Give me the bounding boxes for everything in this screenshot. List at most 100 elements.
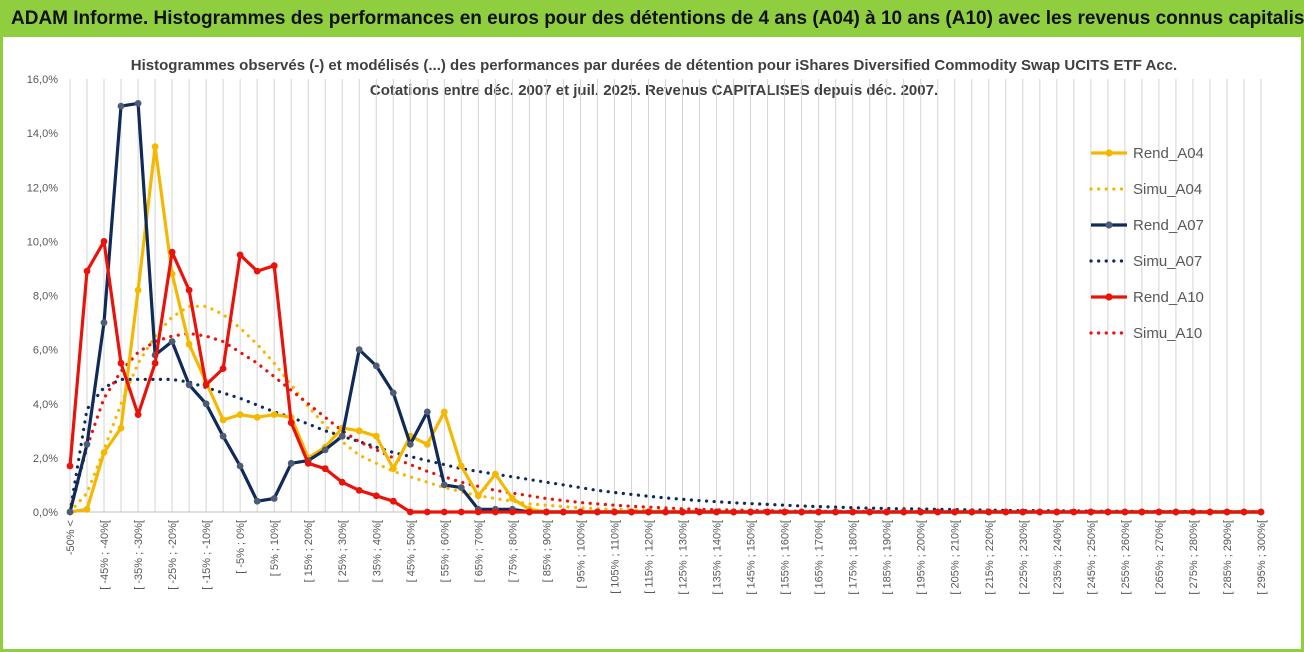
data-point-rend-a10	[1240, 508, 1248, 516]
data-point-rend-a10	[611, 508, 618, 516]
x-tick-label: [ 165% ; 170%[	[814, 520, 826, 595]
data-point-rend-a10	[662, 508, 669, 516]
data-point-rend-a10	[406, 508, 414, 516]
y-tick-label: 8,0%	[33, 291, 58, 303]
x-tick-label: [ 25% ; 30%[	[337, 520, 349, 582]
data-point-rend-a10	[440, 508, 448, 516]
data-point-rend-a10	[1121, 508, 1129, 516]
grid-lines	[69, 79, 1262, 513]
data-point-rend-a07	[253, 497, 261, 505]
data-point-rend-a07	[440, 481, 448, 489]
data-point-rend-a10	[253, 267, 261, 275]
x-tick-label: [ -5% ; 0%[	[235, 520, 247, 574]
y-tick-label: 16,0%	[27, 74, 58, 86]
data-point-rend-a10	[968, 508, 976, 516]
y-axis: 0,0% 2,0% 4,0% 6,0% 8,0% 10,0% 12,0% 14,0% 16,0%	[27, 74, 58, 519]
y-tick-label: 10,0%	[27, 236, 58, 248]
x-tick-label: [ 275% ; 280%[	[1188, 520, 1200, 595]
data-point-rend-a10	[1172, 508, 1180, 516]
report-banner: ADAM Informe. Histogrammes des performan…	[3, 3, 1304, 37]
data-point-rend-a10	[219, 365, 227, 372]
x-tick-label: [ 155% ; 160%[	[780, 520, 792, 595]
data-point-rend-a10	[287, 419, 295, 427]
data-point-rend-a04	[474, 492, 482, 500]
data-point-rend-a10	[1223, 508, 1231, 516]
data-point-rend-a10	[236, 251, 244, 259]
data-point-rend-a10	[509, 508, 516, 516]
data-point-rend-a10	[355, 487, 363, 494]
y-tick-label: 0,0%	[33, 507, 58, 519]
data-point-rend-a10	[492, 508, 499, 516]
data-point-rend-a10	[917, 508, 925, 516]
legend-marker	[1105, 293, 1113, 301]
x-tick-label: [ 235% ; 240%[	[1052, 520, 1064, 595]
data-point-rend-a10	[304, 459, 312, 467]
data-point-rend-a04	[185, 340, 193, 348]
legend-label: Rend_A10	[1133, 289, 1204, 306]
data-point-rend-a10	[185, 286, 193, 294]
data-point-rend-a10	[645, 508, 652, 516]
x-tick-label: [ 105% ; 110%[	[609, 520, 621, 594]
data-point-rend-a10	[560, 508, 567, 516]
data-point-rend-a10	[321, 465, 329, 473]
x-tick-label: -50% <	[65, 520, 77, 555]
x-tick-label: [ 125% ; 130%[	[678, 520, 690, 595]
data-point-rend-a07	[202, 400, 210, 408]
data-point-rend-a10	[951, 508, 959, 516]
data-point-rend-a10	[1070, 508, 1078, 516]
y-tick-label: 14,0%	[27, 128, 58, 140]
data-point-rend-a10	[457, 508, 465, 516]
data-point-rend-a10	[270, 262, 278, 270]
data-point-rend-a07	[168, 338, 176, 345]
x-tick-label: [ -25% ; -20%[	[167, 520, 179, 590]
data-point-rend-a04	[236, 411, 244, 418]
x-tick-label: [ 285% ; 290%[	[1222, 520, 1234, 595]
data-point-rend-a10	[985, 508, 993, 516]
data-point-rend-a04	[134, 286, 142, 294]
data-point-rend-a10	[134, 411, 142, 418]
data-point-rend-a10	[713, 508, 720, 516]
x-tick-label: [ 145% ; 150%[	[746, 520, 758, 595]
data-point-rend-a10	[747, 508, 754, 516]
report-title: ADAM Informe. Histogrammes des performan…	[11, 8, 1304, 29]
x-tick-label: [ 225% ; 230%[	[1018, 520, 1030, 595]
legend-marker	[1105, 149, 1113, 157]
data-point-rend-a04	[100, 449, 108, 456]
legend-marker	[1105, 221, 1113, 229]
data-point-rend-a04	[253, 413, 261, 421]
data-point-rend-a10	[832, 508, 839, 516]
x-tick-label: [ 75% ; 80%[	[507, 520, 519, 582]
data-point-rend-a04	[457, 462, 465, 470]
data-point-rend-a07	[287, 459, 295, 467]
data-point-rend-a07	[117, 102, 125, 110]
y-tick-label: 6,0%	[33, 345, 58, 357]
data-point-rend-a10	[781, 508, 788, 516]
legend-item-rend-a10: Rend_A10	[1091, 289, 1204, 306]
data-point-rend-a10	[100, 238, 108, 245]
legend-label: Rend_A04	[1133, 145, 1204, 162]
data-point-rend-a10	[900, 508, 908, 516]
legend-item-simu-a04: Simu_A04	[1089, 181, 1202, 198]
data-point-rend-a10	[526, 508, 533, 516]
data-point-rend-a10	[730, 508, 737, 516]
series-layer	[66, 100, 1265, 516]
x-tick-label: [ -35% ; -30%[	[133, 520, 145, 590]
x-tick-label: [ 185% ; 190%[	[882, 520, 894, 595]
data-point-rend-a07	[338, 432, 346, 440]
data-point-rend-a10	[202, 381, 210, 389]
data-point-rend-a10	[1155, 508, 1163, 516]
x-tick-label: [ 205% ; 210%[	[950, 520, 962, 595]
legend: Rend_A04 Simu_A04 Rend_A07 Simu_A07 Rend_A10…	[1089, 145, 1204, 342]
data-point-rend-a10	[372, 492, 380, 500]
data-point-rend-a04	[389, 465, 397, 473]
legend-item-rend-a07: Rend_A07	[1091, 217, 1204, 234]
data-point-rend-a10	[1257, 508, 1265, 516]
x-tick-label: [ 15% ; 20%[	[303, 520, 315, 582]
x-tick-label: [ 135% ; 140%[	[712, 520, 724, 595]
data-point-rend-a10	[764, 508, 771, 516]
data-point-rend-a10	[1138, 508, 1146, 516]
data-point-rend-a04	[423, 440, 431, 448]
data-point-rend-a10	[1189, 508, 1197, 516]
legend-item-simu-a10: Simu_A10	[1089, 325, 1202, 342]
data-point-rend-a07	[423, 408, 431, 416]
